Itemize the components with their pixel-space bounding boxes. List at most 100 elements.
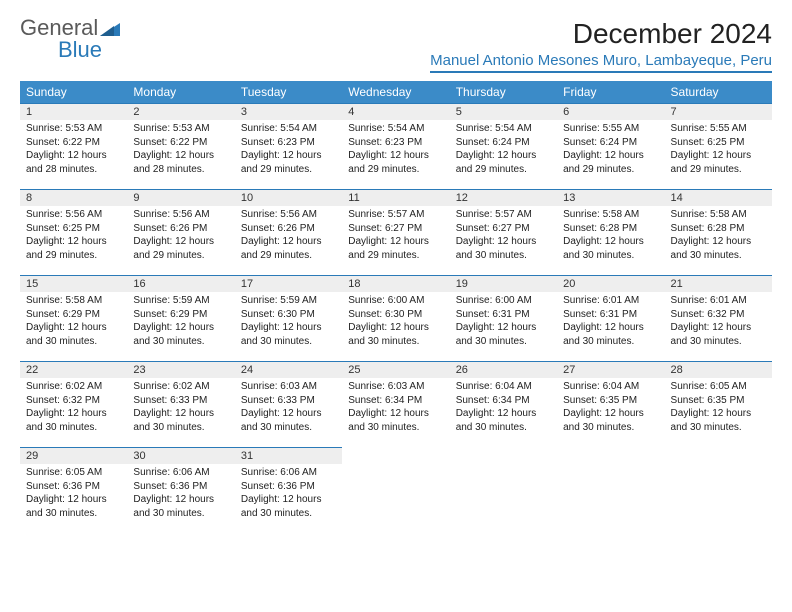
day-number: 26 [450, 362, 557, 378]
brand-logo: General Blue [20, 18, 120, 61]
day-details: Sunrise: 5:55 AMSunset: 6:24 PMDaylight:… [557, 120, 664, 180]
day-details: Sunrise: 5:56 AMSunset: 6:26 PMDaylight:… [235, 206, 342, 266]
day-details: Sunrise: 6:00 AMSunset: 6:31 PMDaylight:… [450, 292, 557, 352]
weekday-header: Saturday [665, 81, 772, 104]
day-number: 9 [127, 190, 234, 206]
calendar-page: General Blue December 2024 Manuel Antoni… [0, 0, 792, 544]
day-number: 7 [665, 104, 772, 120]
day-details: Sunrise: 6:02 AMSunset: 6:33 PMDaylight:… [127, 378, 234, 438]
day-cell: 14Sunrise: 5:58 AMSunset: 6:28 PMDayligh… [665, 190, 772, 276]
day-number: 29 [20, 448, 127, 464]
day-details: Sunrise: 5:54 AMSunset: 6:23 PMDaylight:… [235, 120, 342, 180]
day-details: Sunrise: 6:03 AMSunset: 6:34 PMDaylight:… [342, 378, 449, 438]
day-cell: 11Sunrise: 5:57 AMSunset: 6:27 PMDayligh… [342, 190, 449, 276]
day-number: 28 [665, 362, 772, 378]
day-cell: 10Sunrise: 5:56 AMSunset: 6:26 PMDayligh… [235, 190, 342, 276]
day-cell: 28Sunrise: 6:05 AMSunset: 6:35 PMDayligh… [665, 362, 772, 448]
day-number: 6 [557, 104, 664, 120]
header: General Blue December 2024 Manuel Antoni… [20, 18, 772, 77]
day-details: Sunrise: 5:59 AMSunset: 6:29 PMDaylight:… [127, 292, 234, 352]
day-details: Sunrise: 5:56 AMSunset: 6:25 PMDaylight:… [20, 206, 127, 266]
day-cell: 23Sunrise: 6:02 AMSunset: 6:33 PMDayligh… [127, 362, 234, 448]
day-details: Sunrise: 5:58 AMSunset: 6:28 PMDaylight:… [557, 206, 664, 266]
day-number: 16 [127, 276, 234, 292]
day-number: 4 [342, 104, 449, 120]
day-cell: 4Sunrise: 5:54 AMSunset: 6:23 PMDaylight… [342, 104, 449, 190]
day-details: Sunrise: 5:56 AMSunset: 6:26 PMDaylight:… [127, 206, 234, 266]
day-cell: 30Sunrise: 6:06 AMSunset: 6:36 PMDayligh… [127, 448, 234, 534]
brand-line2: Blue [20, 40, 120, 61]
day-number: 19 [450, 276, 557, 292]
day-cell: 29Sunrise: 6:05 AMSunset: 6:36 PMDayligh… [20, 448, 127, 534]
day-number: 27 [557, 362, 664, 378]
day-number: 12 [450, 190, 557, 206]
day-number: 8 [20, 190, 127, 206]
day-number: 30 [127, 448, 234, 464]
day-details: Sunrise: 5:58 AMSunset: 6:29 PMDaylight:… [20, 292, 127, 352]
day-details: Sunrise: 5:57 AMSunset: 6:27 PMDaylight:… [450, 206, 557, 266]
day-details: Sunrise: 5:53 AMSunset: 6:22 PMDaylight:… [127, 120, 234, 180]
day-details: Sunrise: 5:53 AMSunset: 6:22 PMDaylight:… [20, 120, 127, 180]
day-cell: 1Sunrise: 5:53 AMSunset: 6:22 PMDaylight… [20, 104, 127, 190]
day-number: 23 [127, 362, 234, 378]
day-details: Sunrise: 6:03 AMSunset: 6:33 PMDaylight:… [235, 378, 342, 438]
day-number: 22 [20, 362, 127, 378]
day-cell: 20Sunrise: 6:01 AMSunset: 6:31 PMDayligh… [557, 276, 664, 362]
day-number: 1 [20, 104, 127, 120]
logo-triangle-icon [100, 19, 120, 40]
day-details: Sunrise: 5:55 AMSunset: 6:25 PMDaylight:… [665, 120, 772, 180]
day-details: Sunrise: 6:00 AMSunset: 6:30 PMDaylight:… [342, 292, 449, 352]
day-cell: 7Sunrise: 5:55 AMSunset: 6:25 PMDaylight… [665, 104, 772, 190]
weekday-header: Tuesday [235, 81, 342, 104]
day-number: 13 [557, 190, 664, 206]
day-details: Sunrise: 5:54 AMSunset: 6:24 PMDaylight:… [450, 120, 557, 180]
day-details: Sunrise: 6:02 AMSunset: 6:32 PMDaylight:… [20, 378, 127, 438]
day-details: Sunrise: 6:05 AMSunset: 6:36 PMDaylight:… [20, 464, 127, 524]
day-number: 24 [235, 362, 342, 378]
weekday-header: Wednesday [342, 81, 449, 104]
day-cell: 21Sunrise: 6:01 AMSunset: 6:32 PMDayligh… [665, 276, 772, 362]
day-number: 31 [235, 448, 342, 464]
day-number: 3 [235, 104, 342, 120]
weekday-header: Thursday [450, 81, 557, 104]
day-cell: 18Sunrise: 6:00 AMSunset: 6:30 PMDayligh… [342, 276, 449, 362]
day-cell: 24Sunrise: 6:03 AMSunset: 6:33 PMDayligh… [235, 362, 342, 448]
day-number: 11 [342, 190, 449, 206]
day-cell: 13Sunrise: 5:58 AMSunset: 6:28 PMDayligh… [557, 190, 664, 276]
day-details: Sunrise: 5:58 AMSunset: 6:28 PMDaylight:… [665, 206, 772, 266]
day-details: Sunrise: 6:01 AMSunset: 6:31 PMDaylight:… [557, 292, 664, 352]
calendar-body: 1Sunrise: 5:53 AMSunset: 6:22 PMDaylight… [20, 104, 772, 534]
day-cell: 8Sunrise: 5:56 AMSunset: 6:25 PMDaylight… [20, 190, 127, 276]
day-number: 20 [557, 276, 664, 292]
day-cell: 15Sunrise: 5:58 AMSunset: 6:29 PMDayligh… [20, 276, 127, 362]
day-cell: 16Sunrise: 5:59 AMSunset: 6:29 PMDayligh… [127, 276, 234, 362]
day-details: Sunrise: 6:01 AMSunset: 6:32 PMDaylight:… [665, 292, 772, 352]
weekday-header: Friday [557, 81, 664, 104]
day-cell: 27Sunrise: 6:04 AMSunset: 6:35 PMDayligh… [557, 362, 664, 448]
day-cell: 25Sunrise: 6:03 AMSunset: 6:34 PMDayligh… [342, 362, 449, 448]
day-cell: 26Sunrise: 6:04 AMSunset: 6:34 PMDayligh… [450, 362, 557, 448]
day-number: 10 [235, 190, 342, 206]
day-details: Sunrise: 6:04 AMSunset: 6:35 PMDaylight:… [557, 378, 664, 438]
month-title: December 2024 [430, 18, 772, 50]
day-number: 18 [342, 276, 449, 292]
weekday-header: Monday [127, 81, 234, 104]
day-cell: 12Sunrise: 5:57 AMSunset: 6:27 PMDayligh… [450, 190, 557, 276]
day-details: Sunrise: 6:04 AMSunset: 6:34 PMDaylight:… [450, 378, 557, 438]
day-cell: 3Sunrise: 5:54 AMSunset: 6:23 PMDaylight… [235, 104, 342, 190]
day-cell: 2Sunrise: 5:53 AMSunset: 6:22 PMDaylight… [127, 104, 234, 190]
day-number: 14 [665, 190, 772, 206]
day-number: 21 [665, 276, 772, 292]
day-cell: 6Sunrise: 5:55 AMSunset: 6:24 PMDaylight… [557, 104, 664, 190]
day-cell: 17Sunrise: 5:59 AMSunset: 6:30 PMDayligh… [235, 276, 342, 362]
day-details: Sunrise: 5:59 AMSunset: 6:30 PMDaylight:… [235, 292, 342, 352]
day-cell: 22Sunrise: 6:02 AMSunset: 6:32 PMDayligh… [20, 362, 127, 448]
day-details: Sunrise: 5:57 AMSunset: 6:27 PMDaylight:… [342, 206, 449, 266]
weekday-header: Sunday [20, 81, 127, 104]
day-details: Sunrise: 6:05 AMSunset: 6:35 PMDaylight:… [665, 378, 772, 438]
day-cell: 9Sunrise: 5:56 AMSunset: 6:26 PMDaylight… [127, 190, 234, 276]
calendar-table: Sunday Monday Tuesday Wednesday Thursday… [20, 81, 772, 534]
day-number: 25 [342, 362, 449, 378]
day-number: 17 [235, 276, 342, 292]
day-number: 15 [20, 276, 127, 292]
